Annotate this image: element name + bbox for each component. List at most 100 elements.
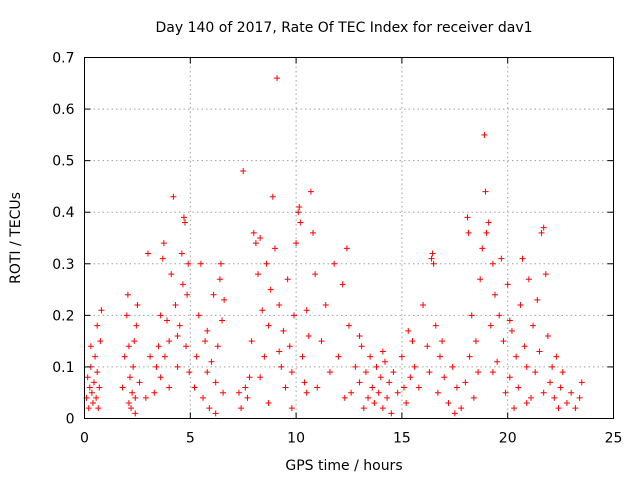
data-point (244, 394, 251, 401)
data-point (346, 322, 352, 329)
data-point (515, 384, 522, 391)
data-point (343, 245, 350, 252)
data-point (293, 240, 300, 247)
data-point (322, 302, 329, 309)
data-point (377, 374, 384, 381)
data-point (119, 384, 126, 391)
data-point (276, 302, 283, 309)
data-point (398, 353, 405, 360)
data-point (449, 363, 456, 370)
data-point (369, 384, 376, 391)
data-point (494, 358, 501, 365)
data-point (403, 400, 410, 407)
data-point (182, 219, 189, 226)
data-point (295, 209, 302, 216)
data-point (128, 405, 135, 412)
data-point (356, 379, 363, 386)
data-point (160, 240, 167, 247)
data-point (240, 167, 247, 174)
data-point (257, 374, 264, 381)
data-point (280, 327, 287, 334)
data-point (199, 394, 206, 401)
x-tick-labels: 0 5 10 15 20 25 (80, 431, 622, 447)
data-point (500, 338, 507, 345)
data-point (394, 389, 401, 396)
data-point (362, 369, 369, 376)
data-point (96, 384, 103, 391)
data-point (180, 214, 187, 221)
data-point (132, 394, 139, 401)
data-point (91, 379, 98, 386)
data-point (504, 281, 511, 288)
data-point (166, 384, 173, 391)
data-point (485, 219, 492, 226)
data-point (164, 317, 171, 324)
data-point (299, 353, 306, 360)
data-point (183, 343, 190, 350)
data-point (208, 358, 215, 365)
data-point (483, 229, 490, 236)
data-point (429, 250, 436, 257)
data-point (284, 276, 291, 283)
data-point (147, 353, 154, 360)
data-point (174, 332, 181, 339)
data-point (498, 255, 505, 262)
data-point (365, 394, 372, 401)
data-point (221, 296, 228, 303)
data-point (288, 405, 295, 412)
data-point (464, 214, 471, 221)
data-point (568, 389, 575, 396)
data-point (157, 312, 164, 319)
data-point (470, 394, 477, 401)
axis-ticks (84, 57, 614, 419)
data-point (479, 245, 486, 252)
data-point (212, 379, 219, 386)
data-point (506, 317, 513, 324)
data-point (339, 281, 346, 288)
data-point (265, 400, 272, 407)
data-point (98, 307, 105, 314)
data-point (451, 410, 458, 417)
data-point (379, 405, 386, 412)
data-point (282, 384, 289, 391)
data-point (538, 229, 545, 236)
y-tick-label: 0.2 (52, 308, 74, 324)
data-point (424, 343, 431, 350)
data-point (125, 343, 132, 350)
data-point (331, 260, 338, 267)
data-point (373, 363, 380, 370)
data-point (179, 281, 186, 288)
data-point (184, 291, 191, 298)
data-point (144, 250, 151, 257)
data-point (326, 369, 333, 376)
data-point (86, 384, 93, 391)
data-point (193, 353, 200, 360)
data-point (131, 338, 138, 345)
data-point (314, 384, 321, 391)
data-point (125, 400, 132, 407)
data-point (540, 389, 547, 396)
data-point (318, 338, 325, 345)
data-point (519, 255, 526, 262)
data-point (508, 327, 515, 334)
data-point (305, 332, 312, 339)
data-point (89, 400, 96, 407)
data-point (482, 188, 489, 195)
data-point (576, 394, 583, 401)
data-point (468, 312, 475, 319)
data-point (540, 224, 547, 231)
data-point (523, 363, 530, 370)
data-point (405, 327, 412, 334)
data-point (530, 322, 537, 329)
data-point (401, 384, 408, 391)
data-point (301, 379, 308, 386)
data-point (542, 271, 549, 278)
data-point (219, 317, 226, 324)
data-point (252, 240, 259, 247)
data-point (185, 260, 192, 267)
x-tick-label: 15 (393, 431, 411, 447)
data-point (142, 394, 149, 401)
data-point (92, 353, 99, 360)
data-point (544, 332, 551, 339)
